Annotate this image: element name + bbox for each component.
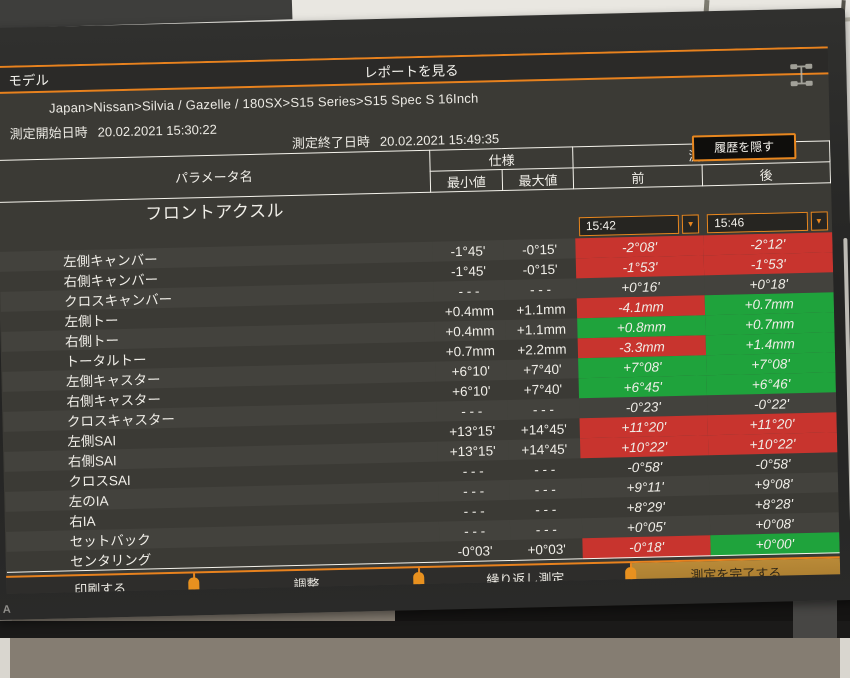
column-header-after: 後 [701, 161, 831, 186]
empty-cell [503, 214, 575, 240]
spec-min-value: -1°45' [450, 262, 487, 279]
spec-min-value: - - - [461, 403, 483, 419]
spec-min-value: +13°15' [449, 422, 496, 439]
print-button-label: 印刷する [74, 581, 127, 594]
column-header-max: 最大値 [501, 167, 575, 191]
spec-min-value: +0.4mm [445, 322, 495, 339]
print-button[interactable]: 印刷する F1 [6, 573, 194, 594]
empty-cell [502, 189, 574, 216]
f3-key-badge[interactable]: F3 [503, 586, 548, 594]
monitor-logo: A [2, 603, 12, 616]
bezel-reflection [843, 237, 850, 568]
empty-cell [702, 183, 831, 212]
axle-icon [790, 63, 813, 87]
divider [412, 568, 425, 594]
measured-before-value: -0°18' [582, 535, 711, 559]
spec-max-value: +2.2mm [517, 341, 567, 358]
spec-max-value: - - - [529, 281, 552, 297]
spec-max-value: +1.1mm [516, 321, 567, 338]
spec-max-value: +0°03' [527, 541, 567, 558]
divider-pill [625, 566, 637, 585]
spec-min-value: -0°03' [457, 542, 493, 559]
spec-max-value: +7°40' [523, 361, 562, 378]
spec-max-value: +7°40' [523, 381, 563, 398]
spec-min-value: - - - [458, 283, 480, 299]
measure-start-datetime: 測定開始日時 20.02.2021 15:30:22 [9, 119, 217, 143]
measure-end-value: 20.02.2021 15:49:35 [379, 131, 500, 149]
spec-max-value: - - - [535, 521, 557, 537]
monitor-bezel: A モデル レポートを見る Japan>Nissan>Silvia / Gaze… [0, 7, 850, 621]
measured-after-value: +0°00' [710, 532, 840, 556]
adjust-button[interactable]: 調整 F2 [187, 568, 420, 594]
spec-max-value: -0°15' [521, 241, 558, 258]
spec-min-value: +0.4mm [444, 302, 495, 319]
spec-min-value: +6°10' [451, 362, 491, 379]
report-table-area: 履歴を隠す パラメータ名 仕様 測定 最小値 最大値 前 後 [0, 133, 840, 573]
spec-max-value: +14°45' [520, 421, 567, 438]
desk-edge [0, 621, 850, 638]
spec-min-value: - - - [463, 503, 485, 519]
complete-measure-button-label: 測定を完了する [690, 565, 782, 583]
spec-max-value: - - - [535, 501, 557, 517]
complete-measure-button[interactable]: 測定を完了する F4 [625, 558, 841, 594]
repeat-measure-button-label: 繰り返し測定 [486, 570, 565, 588]
alignment-report-table: パラメータ名 仕様 測定 最小値 最大値 前 後 フロントアクスル [0, 140, 840, 573]
history-before-time[interactable]: 15:42 [578, 214, 680, 236]
hide-history-button[interactable]: 履歴を隠す [691, 133, 797, 162]
spec-max-value: -0°15' [522, 261, 558, 278]
column-header-before: 前 [573, 164, 703, 189]
history-before-cell: 15:42 ▼ [575, 211, 704, 238]
column-header-min: 最小値 [430, 169, 503, 193]
history-after-time[interactable]: 15:46 [706, 211, 808, 233]
empty-cell [574, 186, 703, 215]
spec-min-value: - - - [462, 463, 484, 479]
spec-max-value: - - - [532, 401, 555, 417]
spec-min-value: +0.7mm [445, 342, 496, 359]
spec-min-value: +13°15' [449, 442, 496, 459]
chevron-down-icon[interactable]: ▼ [810, 210, 828, 231]
divider [187, 573, 200, 594]
repeat-measure-button[interactable]: 繰り返し測定 F3 [412, 563, 632, 594]
adjust-button-label: 調整 [293, 576, 320, 593]
spec-max-value: +1.1mm [516, 301, 566, 318]
measure-end-label: 測定終了日時 [291, 134, 371, 151]
aligner-screen: モデル レポートを見る Japan>Nissan>Silvia / Gazell… [0, 46, 841, 594]
history-after-cell: 15:46 ▼ [703, 208, 832, 235]
divider-pill [412, 571, 425, 590]
measure-start-label: 測定開始日時 [9, 124, 88, 142]
spec-max-value: +14°45' [521, 441, 568, 458]
chevron-down-icon[interactable]: ▼ [681, 213, 700, 234]
f4-key-badge[interactable]: F4 [714, 581, 759, 594]
f2-key-badge[interactable]: F2 [284, 591, 329, 594]
measure-start-value: 20.02.2021 15:30:22 [97, 121, 218, 140]
divider-pill [187, 576, 200, 594]
spec-max-value: - - - [534, 481, 556, 497]
divider [625, 563, 637, 589]
spec-min-value: -1°45' [450, 242, 486, 259]
history-after-dropdown[interactable]: 15:46 ▼ [706, 210, 828, 233]
vehicle-breadcrumb: Japan>Nissan>Silvia / Gazelle / 180SX>S1… [48, 90, 479, 116]
spec-max-value: - - - [534, 461, 556, 477]
spec-min-value: - - - [462, 483, 485, 499]
empty-cell [431, 191, 503, 218]
history-before-dropdown[interactable]: 15:42 ▼ [578, 213, 700, 236]
spec-min-value: - - - [463, 523, 486, 539]
spec-min-value: +6°10' [451, 382, 491, 399]
empty-cell [431, 216, 503, 242]
